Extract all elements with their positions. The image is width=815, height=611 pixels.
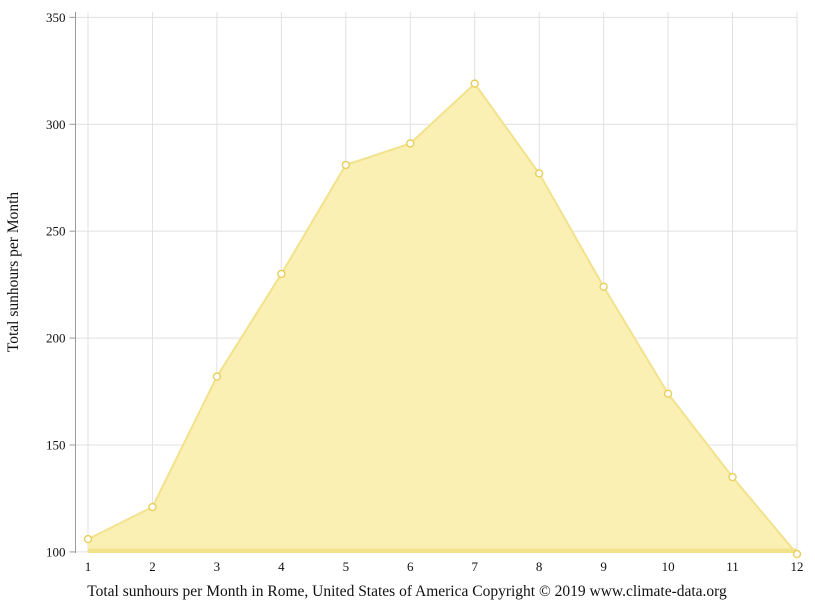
x-tick-label: 11 [726,559,739,574]
y-tick-label: 350 [46,10,66,25]
axis-lines [69,12,76,553]
y-tick-label: 250 [46,224,66,239]
x-tick-label: 2 [149,559,156,574]
chart-caption: Total sunhours per Month in Rome, United… [87,583,727,600]
x-tick-label: 5 [343,559,350,574]
area-series [83,79,802,559]
y-tick-label: 100 [46,544,66,559]
y-tick-label: 150 [46,438,66,453]
y-tick-label: 200 [46,331,66,346]
x-tick-label: 7 [471,559,478,574]
x-tick-label: 8 [536,559,543,574]
x-tick-label: 6 [407,559,414,574]
x-tick-label: 9 [600,559,607,574]
y-tick-label: 300 [46,117,66,132]
x-tick-label: 12 [791,559,804,574]
x-tick-label: 1 [85,559,92,574]
x-tick-label: 4 [278,559,285,574]
y-axis-title: Total sunhours per Month [5,192,22,353]
x-tick-label: 10 [662,559,675,574]
x-tick-label: 3 [214,559,221,574]
